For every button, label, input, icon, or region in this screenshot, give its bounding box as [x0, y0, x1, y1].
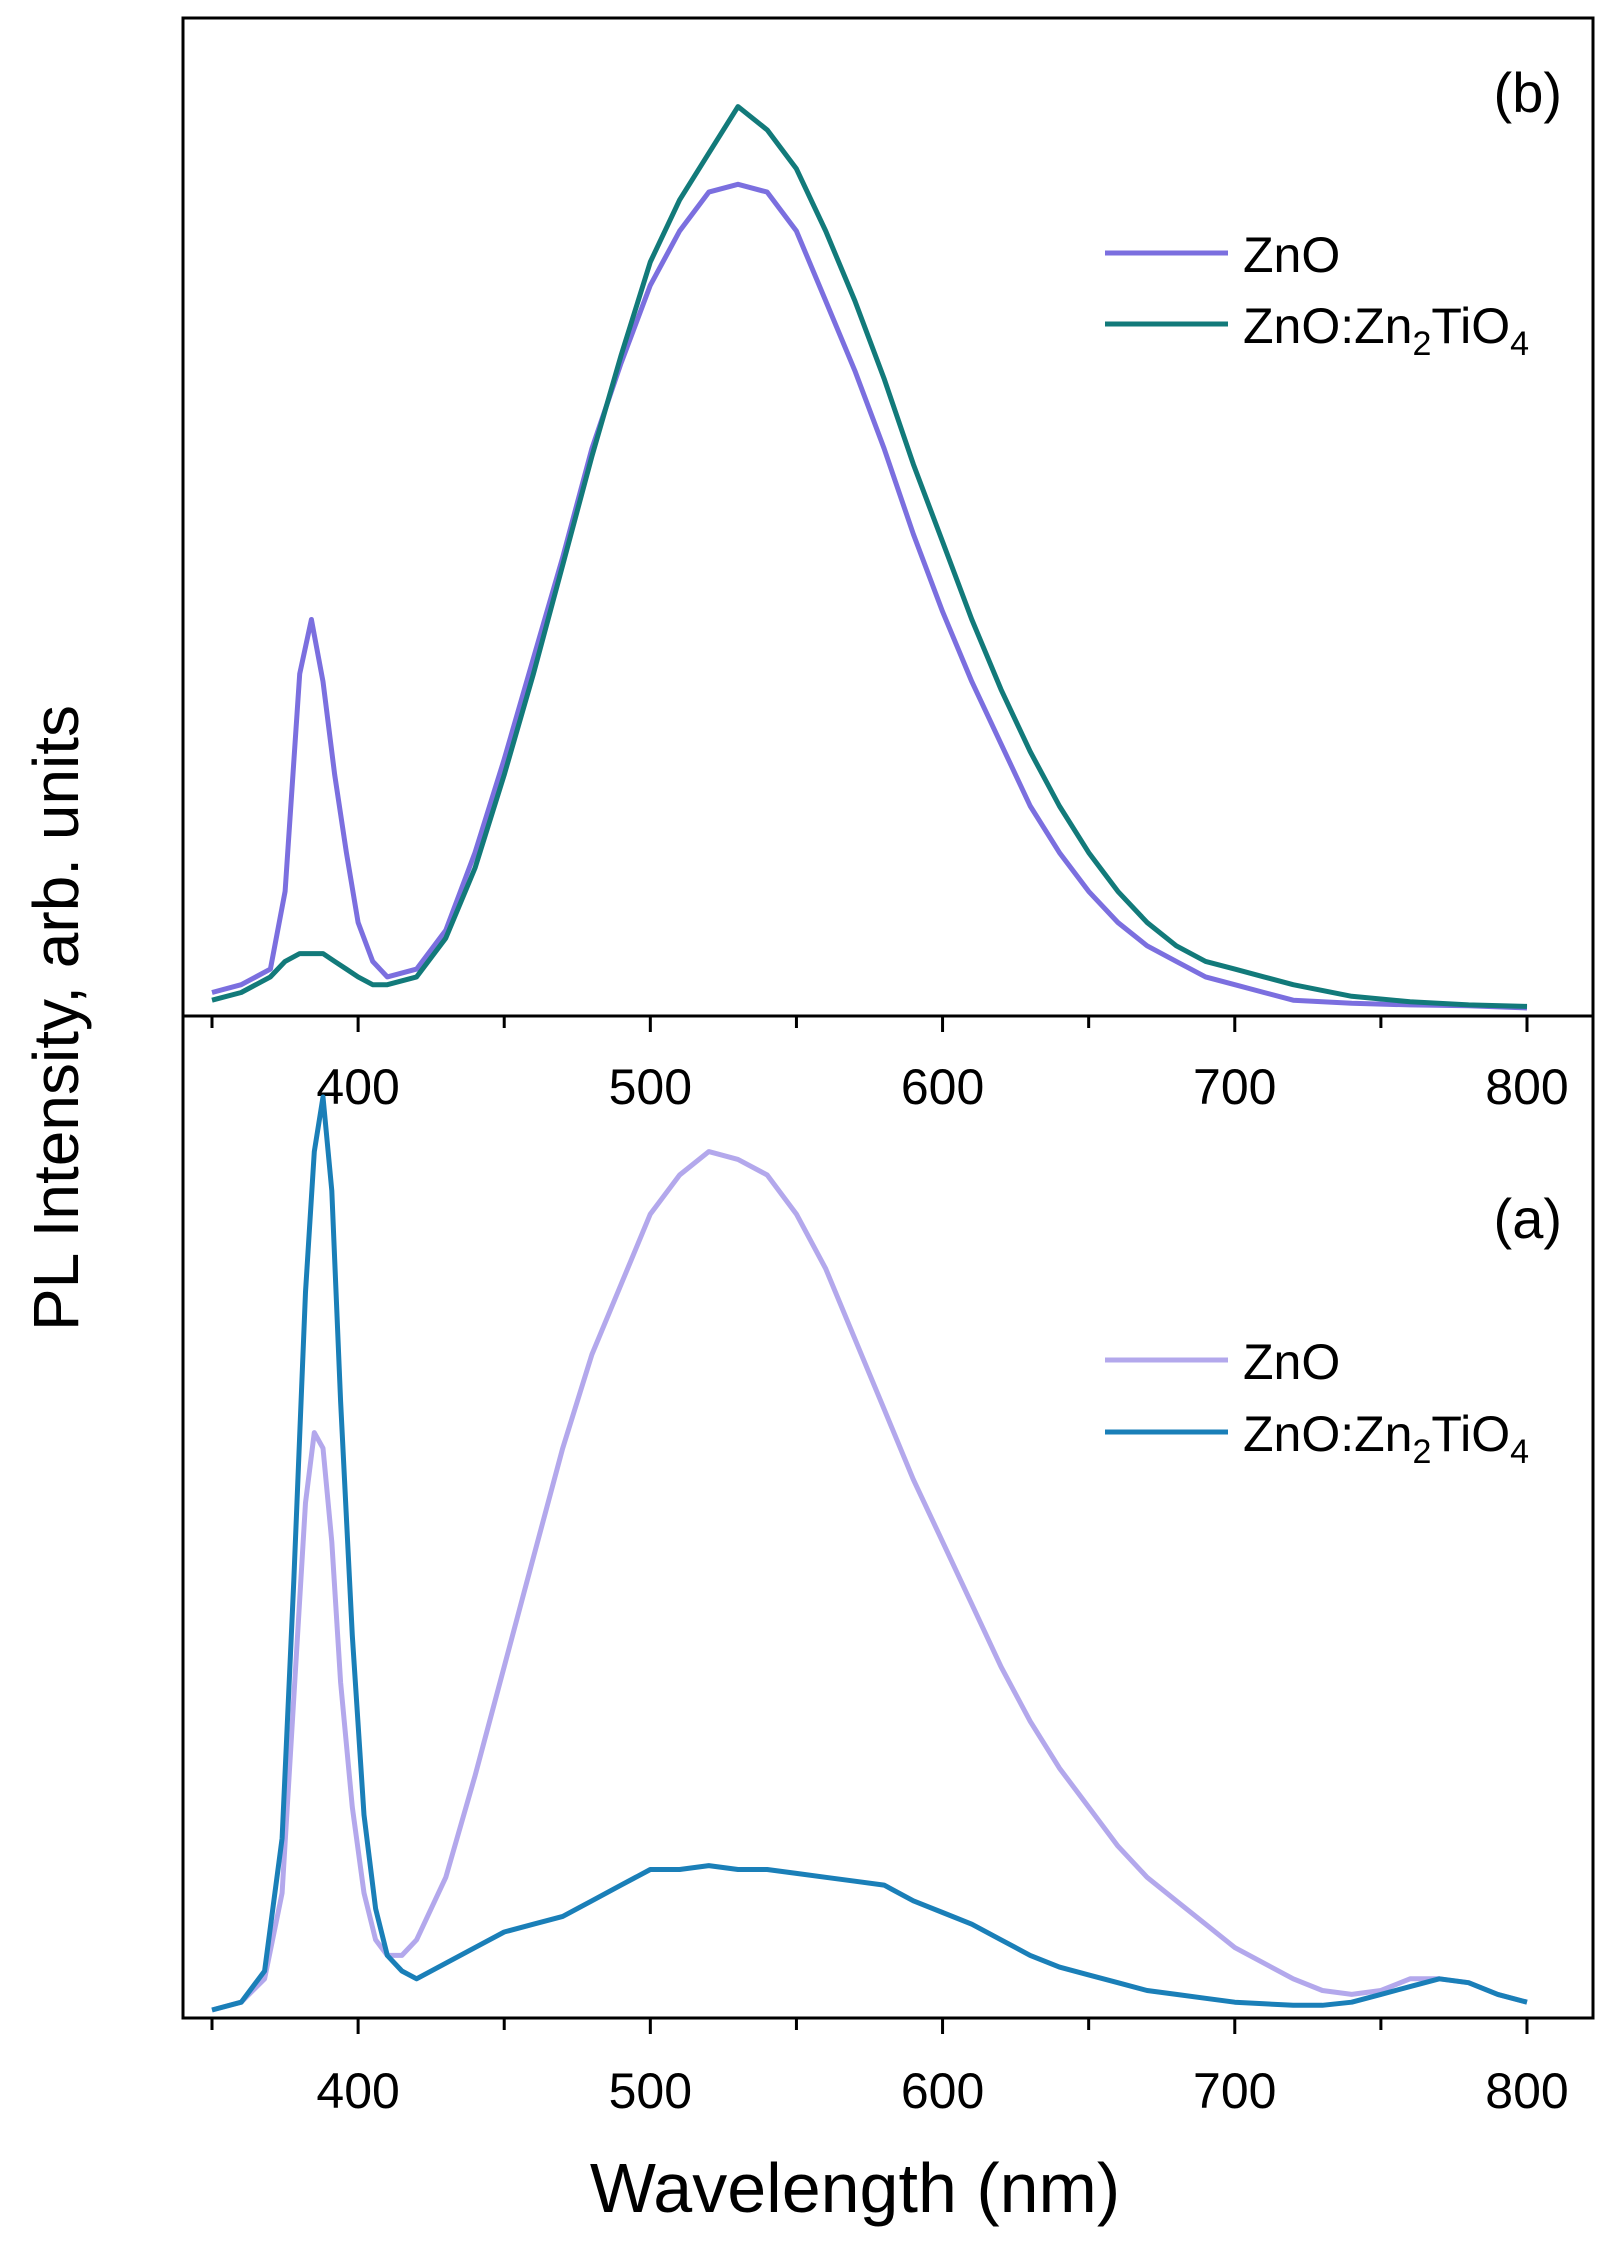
legend-b: ZnO ZnO:Zn2TiO4: [1105, 227, 1529, 363]
x-tick-label: 600: [901, 1059, 984, 1115]
panel-a-label: (a): [1494, 1187, 1562, 1250]
panel-b: (b) 400 500 600 700 800 ZnO ZnO:Zn2TiO4: [181, 16, 1595, 1115]
x-tick-label: 700: [1193, 2063, 1276, 2119]
x-tick-label: 600: [901, 2063, 984, 2119]
x-tick-label: 500: [609, 1059, 692, 1115]
x-tick-label: 400: [316, 1059, 399, 1115]
legend-a-label-1: ZnO: [1243, 1334, 1340, 1390]
panel-b-frame: [181, 16, 1595, 1018]
panel-a: (a) 400 500 600 700 800 ZnO ZnO:Zn2TiO4: [181, 1014, 1595, 2119]
x-tick-label: 700: [1193, 1059, 1276, 1115]
legend-a-label-2: ZnO:Zn2TiO4: [1243, 1406, 1529, 1471]
x-tick-label: 500: [609, 2063, 692, 2119]
series-line-2: [211, 104, 1528, 1009]
plot-b-x-ticks: 400 500 600 700 800: [210, 1016, 1569, 1115]
panel-a-frame: [181, 1014, 1595, 2020]
legend-b-label-2: ZnO:Zn2TiO4: [1243, 298, 1529, 363]
series-line-2: [211, 1094, 1528, 2013]
x-tick-label: 400: [316, 2063, 399, 2119]
series-line-1: [211, 181, 1528, 1011]
legend-b-label-1: ZnO: [1243, 227, 1340, 283]
x-tick-label: 800: [1485, 1059, 1568, 1115]
plot-a-lines: [211, 1094, 1528, 2013]
x-axis-label: Wavelength (nm): [590, 2149, 1120, 2227]
y-axis-label: PL Intensity, arb. units: [20, 705, 92, 1331]
series-line-1: [211, 1149, 1528, 2013]
plot-a-x-ticks: 400 500 600 700 800: [210, 2018, 1569, 2119]
legend-a: ZnO ZnO:Zn2TiO4: [1105, 1334, 1529, 1471]
x-tick-label: 800: [1485, 2063, 1568, 2119]
plot-b-lines: [211, 104, 1528, 1011]
panel-b-label: (b): [1494, 61, 1562, 124]
